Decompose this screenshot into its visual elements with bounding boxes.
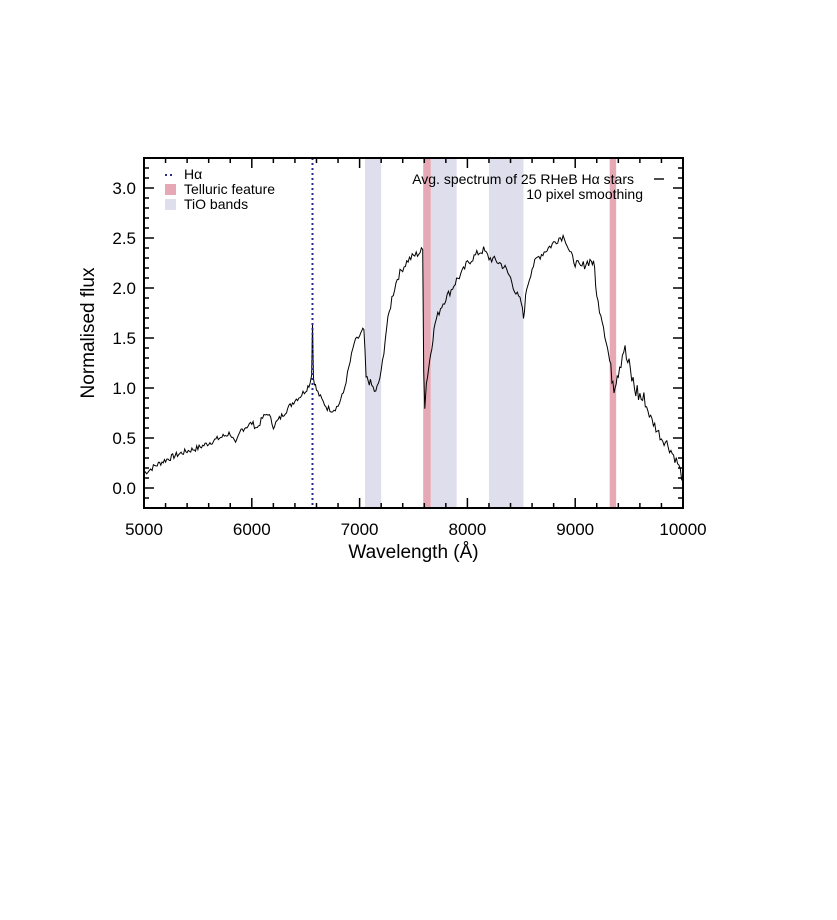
x-tick-label: 8000 bbox=[448, 520, 486, 539]
x-tick-label: 5000 bbox=[125, 520, 163, 539]
annotation-line-2: 10 pixel smoothing bbox=[526, 186, 643, 202]
y-tick-label: 1.5 bbox=[112, 329, 136, 348]
legend-swatch-1 bbox=[165, 184, 176, 195]
spectrum-line bbox=[144, 233, 683, 481]
legend-label-0: Hα bbox=[184, 166, 202, 182]
x-tick-label: 10000 bbox=[659, 520, 706, 539]
tio-band-2 bbox=[488, 158, 524, 508]
x-tick-label: 6000 bbox=[233, 520, 271, 539]
y-axis-label: Normalised flux bbox=[78, 267, 99, 398]
legend-swatch-2 bbox=[165, 199, 176, 210]
axis-ticks: 5000 6000 7000 8000 9000 10000 0.0 0.5 1.0 1.5 2.0… bbox=[112, 157, 707, 539]
y-tick-label: 3.0 bbox=[112, 179, 136, 198]
legend-label-2: TiO bands bbox=[184, 196, 248, 212]
x-tick-label: 7000 bbox=[341, 520, 379, 539]
plot-frame bbox=[143, 157, 684, 509]
annotation-line-1: Avg. spectrum of 25 RHeB Hα stars bbox=[412, 171, 634, 187]
tio-band-0 bbox=[364, 158, 382, 508]
tio-band-1 bbox=[430, 158, 457, 508]
legend-label-1: Telluric feature bbox=[184, 181, 275, 197]
telluric-band-1 bbox=[609, 158, 617, 508]
x-axis-label: Wavelength (Å) bbox=[348, 542, 478, 563]
shaded-bands bbox=[364, 158, 617, 508]
y-tick-label: 2.5 bbox=[112, 229, 136, 248]
spectrum-series bbox=[144, 233, 683, 481]
y-tick-label: 0.5 bbox=[112, 429, 136, 448]
y-tick-label: 2.0 bbox=[112, 279, 136, 298]
telluric-band-0 bbox=[423, 158, 431, 508]
x-tick-label: 9000 bbox=[556, 520, 594, 539]
y-tick-label: 1.0 bbox=[112, 379, 136, 398]
y-tick-label: 0.0 bbox=[112, 479, 136, 498]
